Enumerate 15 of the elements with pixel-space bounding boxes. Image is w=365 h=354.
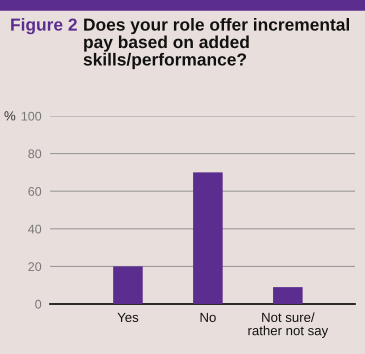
x-tick-label: Not sure/ rather not say	[248, 312, 328, 338]
chart-title: Figure 2	[11, 18, 77, 34]
chart-subtitle: Does your role offer incremental pay based on added skills/performance?	[84, 18, 350, 70]
y-tick-label: 40	[28, 224, 42, 234]
x-tick-label: Yes	[117, 312, 138, 322]
y-axis-title: %	[4, 111, 16, 120]
y-tick-label: 100	[22, 112, 42, 121]
bar	[193, 172, 223, 304]
x-tick-label: No	[200, 312, 216, 322]
bar	[273, 287, 303, 304]
y-tick-label: 60	[28, 187, 42, 196]
y-tick-label: 0	[35, 300, 42, 309]
bar	[113, 266, 143, 304]
y-tick-label: 80	[28, 149, 42, 158]
y-tick-label: 20	[28, 262, 42, 272]
